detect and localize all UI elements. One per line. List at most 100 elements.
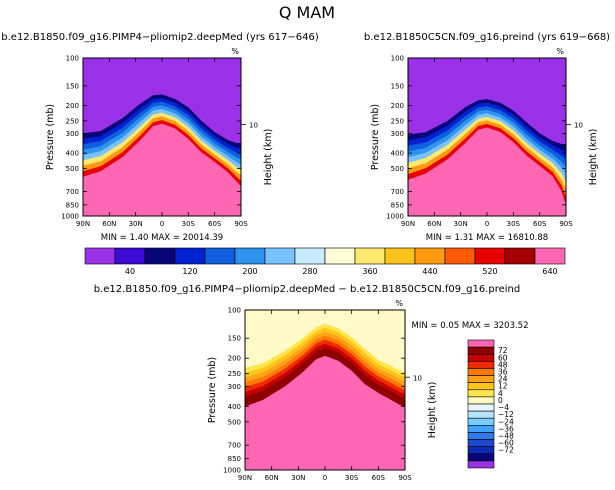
field-upper-left xyxy=(83,58,241,216)
y-tick-label: 300 xyxy=(391,130,404,138)
colorbar-label: −48 xyxy=(498,432,514,441)
x-tick-label: 60S xyxy=(372,474,386,482)
colorbar-swatch xyxy=(467,375,495,383)
y-axis-label: Pressure (mb) xyxy=(370,104,381,170)
colorbar-label: 60 xyxy=(498,353,508,362)
x-tick-label: 0 xyxy=(485,220,489,228)
colorbar-swatch xyxy=(84,247,116,265)
colorbar-label: 40 xyxy=(125,267,135,276)
colorbar-swatch xyxy=(294,247,326,265)
colorbar-label: −4 xyxy=(498,403,509,412)
x-tick-label: 30S xyxy=(345,474,359,482)
y-tick-label: 1000 xyxy=(223,467,241,475)
height-tick-label: 10 xyxy=(249,122,258,130)
colorbar-label: 48 xyxy=(498,360,508,369)
colorbar-swatch xyxy=(144,247,176,265)
colorbar-swatch xyxy=(444,247,476,265)
colorbar-label: 200 xyxy=(242,267,257,276)
x-tick-label: 30N xyxy=(454,220,468,228)
x-tick-label: 60N xyxy=(265,474,279,482)
colorbar-label: −36 xyxy=(498,424,514,433)
x-tick-label: 60N xyxy=(102,220,116,228)
colorbar-label: 36 xyxy=(498,368,508,377)
colorbar-swatch xyxy=(504,247,536,265)
y-tick-label: 300 xyxy=(228,383,241,391)
x-tick-label: 60S xyxy=(208,220,222,228)
colorbar-swatch xyxy=(467,453,495,462)
field-bottom-center xyxy=(245,310,405,470)
absolute-colorbar: 40 120 200 280 360 440 520 640 xyxy=(84,247,566,276)
panel-title: b.e12.B1850C5CN.f09_g16.preind (yrs 619−… xyxy=(364,32,610,43)
x-tick-label: 30N xyxy=(129,220,143,228)
colorbar-swatch xyxy=(467,439,495,447)
top-symbol: % xyxy=(231,47,239,56)
colorbar-label: 360 xyxy=(362,267,377,276)
y-tick-label: 250 xyxy=(391,117,404,125)
y-tick-label: 250 xyxy=(228,370,241,378)
x-tick-label: 60N xyxy=(427,220,441,228)
y-tick-label: 850 xyxy=(391,201,404,209)
contour-band xyxy=(408,127,566,216)
colorbar-swatch xyxy=(467,346,495,355)
colorbar-swatch xyxy=(467,446,495,455)
colorbar-swatch xyxy=(174,247,206,265)
colorbar-label: 120 xyxy=(182,267,197,276)
colorbar-label: 440 xyxy=(422,267,437,276)
colorbar-swatch xyxy=(114,247,146,265)
colorbar-label: −24 xyxy=(498,417,514,426)
y-tick-label: 200 xyxy=(391,102,404,110)
y-tick-label: 100 xyxy=(66,55,79,63)
colorbar-label: −60 xyxy=(498,439,514,448)
contour-band xyxy=(245,355,405,470)
height-axis-label: Height (km) xyxy=(588,129,599,186)
colorbar-label: 520 xyxy=(482,267,497,276)
colorbar-swatch xyxy=(324,247,356,265)
colorbar-swatch xyxy=(354,247,386,265)
y-tick-label: 500 xyxy=(66,165,79,173)
y-tick-label: 400 xyxy=(66,150,79,158)
y-tick-label: 100 xyxy=(228,307,241,315)
height-axis-label: Height (km) xyxy=(427,382,438,439)
y-tick-label: 200 xyxy=(66,102,79,110)
y-tick-label: 850 xyxy=(228,455,241,463)
y-tick-label: 700 xyxy=(228,442,241,450)
colorbar-swatch xyxy=(467,425,495,433)
colorbar-label: 24 xyxy=(498,375,508,384)
colorbar-swatch xyxy=(467,361,495,369)
diff-panel-title: b.e12.B1850.f09_g16.PIMP4−pliomip2.deepM… xyxy=(94,284,520,295)
height-axis-label: Height (km) xyxy=(263,129,274,186)
top-symbol: % xyxy=(556,47,564,56)
colorbar-swatch xyxy=(467,339,495,348)
x-tick-label: 90N xyxy=(401,220,415,228)
colorbar-swatch xyxy=(467,432,495,440)
y-tick-label: 400 xyxy=(391,150,404,158)
colorbar-swatch xyxy=(467,460,495,469)
y-tick-label: 200 xyxy=(228,355,241,363)
contour-band xyxy=(83,123,241,216)
y-tick-label: 250 xyxy=(66,117,79,125)
colorbar-swatch xyxy=(384,247,416,265)
colorbar-swatch xyxy=(467,389,495,398)
colorbar-swatch xyxy=(467,410,495,419)
colorbar-swatch xyxy=(467,396,495,405)
colorbar-label: −72 xyxy=(498,446,514,455)
panel-title: b.e12.B1850.f09_g16.PIMP4−pliomip2.deepM… xyxy=(1,32,319,43)
colorbar-label: 72 xyxy=(498,346,508,355)
height-tick-label: 10 xyxy=(413,374,422,382)
colorbar-swatch xyxy=(467,353,495,362)
colorbar-label: 0 xyxy=(498,396,503,405)
colorbar-swatch xyxy=(234,247,266,265)
x-tick-label: 30S xyxy=(507,220,521,228)
colorbar-swatch xyxy=(474,247,506,265)
y-tick-label: 1000 xyxy=(386,213,404,221)
y-tick-label: 150 xyxy=(391,82,404,90)
x-tick-label: 0 xyxy=(160,220,164,228)
figure-title: Q MAM xyxy=(279,3,335,22)
colorbar-label: 640 xyxy=(542,267,557,276)
x-tick-label: 30S xyxy=(182,220,196,228)
